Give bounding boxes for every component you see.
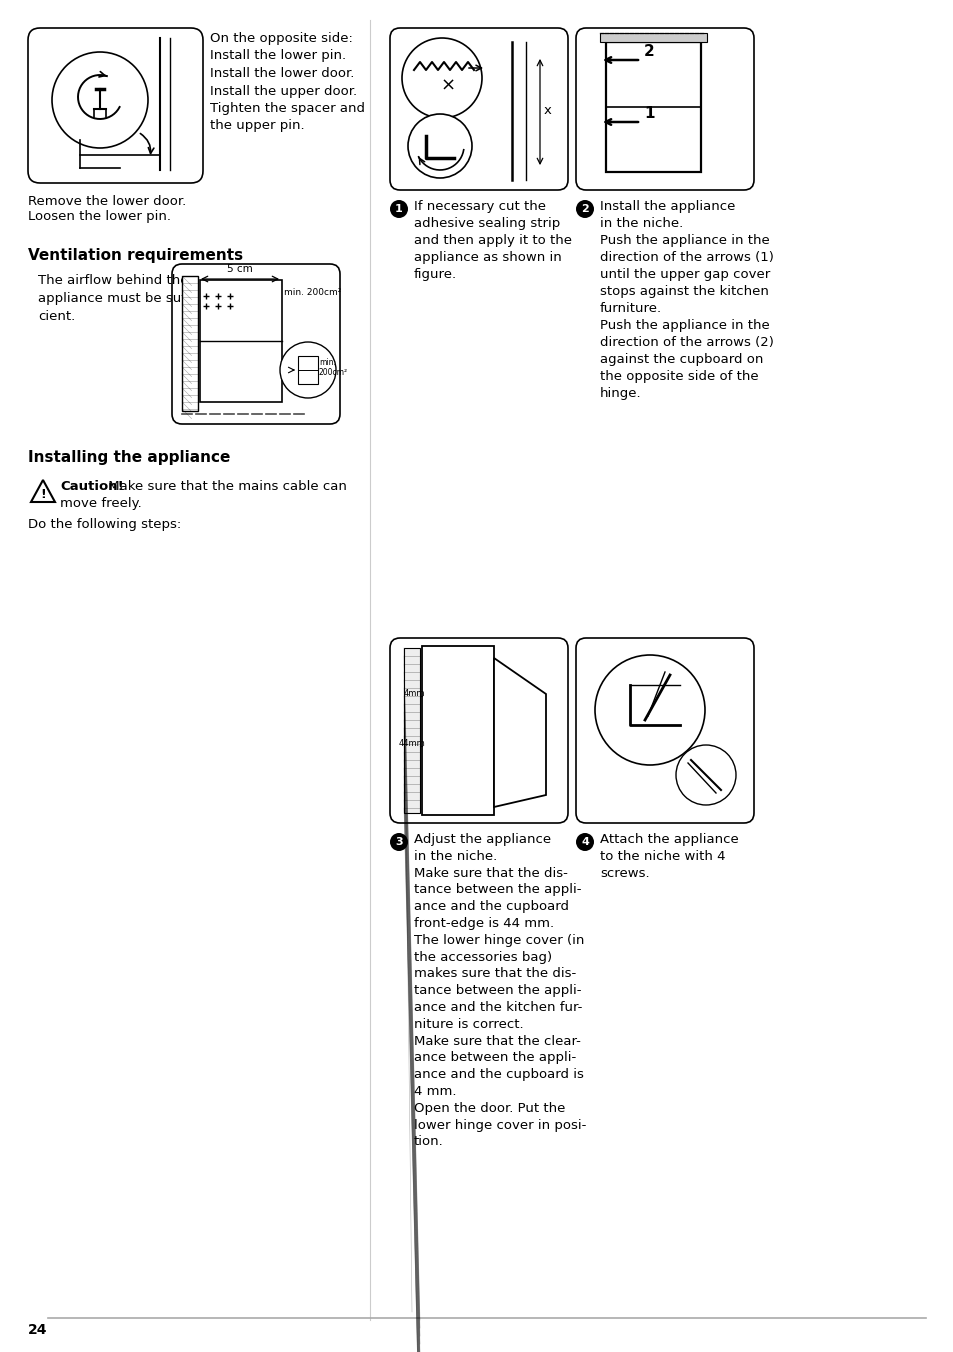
Bar (421, 646, 494, 815)
Text: 1: 1 (395, 204, 402, 214)
Circle shape (52, 51, 148, 147)
Text: Attach the appliance
to the niche with 4
screws.: Attach the appliance to the niche with 4… (599, 833, 738, 880)
Text: 24: 24 (28, 1324, 48, 1337)
Polygon shape (494, 658, 545, 807)
Circle shape (390, 200, 408, 218)
Text: If necessary cut the
adhesive sealing strip
and then apply it to the
appliance a: If necessary cut the adhesive sealing st… (414, 200, 572, 281)
Circle shape (676, 745, 735, 804)
Text: Make sure that the mains cable can: Make sure that the mains cable can (104, 480, 347, 493)
Polygon shape (30, 480, 55, 502)
Text: Remove the lower door.
Loosen the lower pin.: Remove the lower door. Loosen the lower … (28, 195, 186, 223)
Text: 4mm: 4mm (403, 688, 424, 698)
FancyBboxPatch shape (172, 264, 339, 425)
FancyBboxPatch shape (390, 638, 567, 823)
Bar (605, 42, 700, 172)
Circle shape (401, 38, 481, 118)
Text: Ventilation requirements: Ventilation requirements (28, 247, 243, 264)
Text: On the opposite side:
Install the lower pin.
Install the lower door.
Install the: On the opposite side: Install the lower … (210, 32, 365, 132)
Bar (297, 356, 317, 384)
Text: Caution!: Caution! (60, 480, 124, 493)
FancyBboxPatch shape (576, 638, 753, 823)
Text: Do the following steps:: Do the following steps: (28, 518, 181, 531)
Text: Install the appliance
in the niche.
Push the appliance in the
direction of the a: Install the appliance in the niche. Push… (599, 200, 773, 400)
Text: ×: × (440, 77, 456, 95)
Text: 5 cm: 5 cm (227, 264, 253, 274)
Bar (599, 32, 706, 42)
Circle shape (408, 114, 472, 178)
Text: Installing the appliance: Installing the appliance (28, 450, 230, 465)
Text: 1: 1 (643, 107, 654, 122)
Circle shape (390, 833, 408, 850)
Bar (182, 276, 198, 411)
FancyBboxPatch shape (390, 28, 567, 191)
Text: x: x (543, 104, 551, 116)
Circle shape (595, 654, 704, 765)
Text: The airflow behind the
appliance must be suffi-
cient.: The airflow behind the appliance must be… (38, 274, 199, 323)
Circle shape (280, 342, 335, 397)
Text: !: ! (40, 488, 46, 500)
Text: move freely.: move freely. (60, 498, 142, 510)
Text: 4: 4 (580, 837, 588, 846)
Circle shape (576, 200, 594, 218)
Text: min. 200cm²: min. 200cm² (284, 288, 341, 297)
Bar (403, 648, 419, 813)
FancyBboxPatch shape (28, 28, 203, 183)
Text: min.
200cm²: min. 200cm² (318, 358, 348, 377)
Text: 2: 2 (580, 204, 588, 214)
Text: 44mm: 44mm (398, 738, 425, 748)
Text: 3: 3 (395, 837, 402, 846)
FancyBboxPatch shape (576, 28, 753, 191)
Circle shape (576, 833, 594, 850)
Bar (200, 280, 282, 402)
Text: 2: 2 (643, 45, 654, 59)
Text: Adjust the appliance
in the niche.
Make sure that the dis-
tance between the app: Adjust the appliance in the niche. Make … (414, 833, 586, 1148)
